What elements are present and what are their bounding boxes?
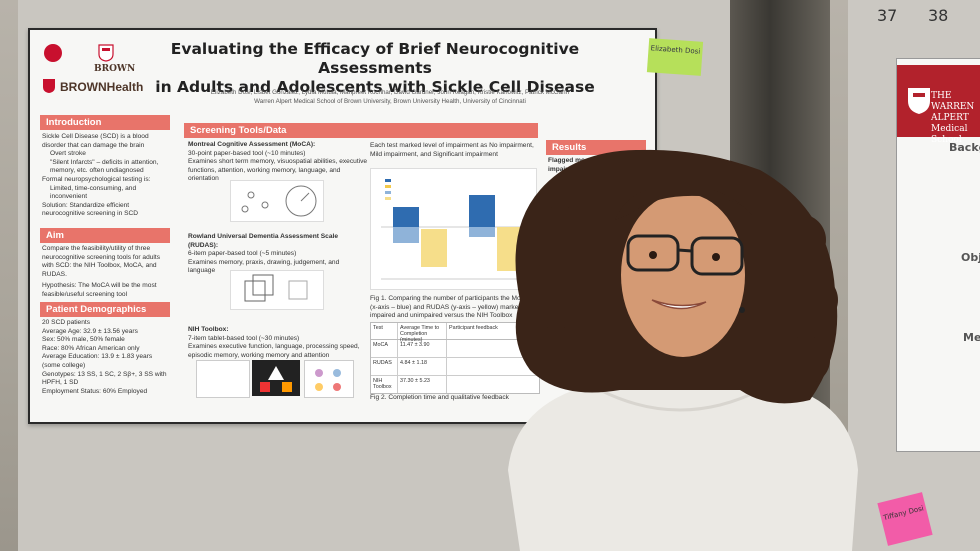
neighbor-poster-title: THE WARREN ALPERT Medical School [931, 91, 975, 145]
poster-title-line: in Adults and Adolescents with Sickle Ce… [155, 78, 595, 96]
affiliations-line: Warren Alpert Medical School of Brown Un… [254, 98, 526, 105]
results-chart [370, 168, 537, 290]
moca-figure [230, 180, 324, 222]
rudas-text: Rowland Universal Dementia Assessment Sc… [188, 233, 368, 276]
glasses [626, 234, 744, 276]
neighbor-heading: Backg [949, 141, 980, 154]
chart-bar [393, 227, 419, 243]
table-cell: NIH Toolbox [371, 376, 398, 393]
board-number: 37 [877, 6, 898, 25]
demo-line: Average Age: 32.9 ± 13.56 years [42, 327, 138, 335]
authors-line: Elizabeth Dosi, Lisbet Gonzalez, Lydia M… [210, 89, 570, 96]
rudas-line: Rowland Universal Dementia Assessment Sc… [188, 233, 339, 249]
neighbor-poster: THE WARREN ALPERT Medical School Backg O… [896, 58, 980, 452]
demo-line: Sex: 50% male, 50% female [42, 336, 125, 344]
demographics-text: 20 SCD patients Average Age: 32.9 ± 13.5… [42, 319, 170, 396]
intro-line: Solution: Standardize efficient neurocog… [42, 201, 139, 218]
table-cell: MoCA [371, 340, 398, 357]
neighbor-heading: Me [963, 331, 980, 344]
moca-text: Montreal Cognitive Assessment (MoCA): 30… [188, 141, 368, 184]
poster-title-line: Evaluating the Efficacy of Brief Neuroco… [170, 40, 580, 77]
brownhealth-logo: BROWNHealth [60, 80, 144, 94]
intro-line: Formal neuropsychological testing is: [42, 175, 151, 183]
nih-screenshot [252, 360, 300, 396]
chart-note: Each test marked level of impairment as … [370, 142, 534, 158]
face [621, 193, 745, 357]
table-cell: 11.47 ± 3.90 [398, 340, 447, 357]
smile [651, 299, 707, 310]
nih-line: NIH Toolbox: [188, 326, 229, 333]
chart-bar [469, 195, 495, 227]
demo-line: Race: 80% African American only [42, 344, 140, 352]
nih-line: 7-item tablet-based tool (~30 minutes) [188, 334, 300, 342]
table-cell: RUDAS [371, 358, 398, 375]
results-chart-svg [381, 179, 526, 280]
rudas-figure [230, 270, 324, 310]
intro-line: Sickle Cell Disease (SCD) is a blood dis… [42, 133, 149, 149]
section-header-demographics: Patient Demographics [40, 302, 170, 317]
nih-screenshot [196, 360, 250, 398]
demo-line: Average Education: 13.9 ± 1.83 years (so… [42, 353, 153, 369]
rudas-line: Examines memory, praxis, drawing, judgem… [188, 258, 340, 275]
demo-line: Employment Status: 60% Employed [42, 387, 148, 395]
fig1-caption: Fig 1. Comparing the number of participa… [370, 295, 531, 320]
table-header: Test [371, 323, 398, 339]
rudas-line: 6-item paper-based tool (~5 minutes) [188, 250, 297, 258]
fig2-caption: Fig 2. Completion time and qualitative f… [370, 394, 509, 401]
intro-bullet: "Silent Infarcts" – deficits in attentio… [50, 158, 159, 175]
chart-bar [421, 229, 447, 267]
brownhealth-shield-icon [42, 78, 56, 99]
board-number: 38 [928, 6, 949, 25]
table-row: RUDAS 4.84 ± 1.18 [371, 358, 539, 376]
intro-bullet: Overt stroke [50, 150, 86, 158]
brown-logo-text: BROWN [94, 64, 136, 74]
section-header-tools: Screening Tools/Data [184, 123, 538, 138]
shirt [508, 372, 858, 551]
intro-text: Sickle Cell Disease (SCD) is a blood dis… [42, 133, 170, 219]
chart-bar [469, 227, 495, 237]
table-row: MoCA 11.47 ± 3.90 [371, 340, 539, 358]
table-header: Participant feedback [449, 325, 498, 331]
brown-shield-logo [98, 44, 114, 67]
poster-authors: Elizabeth Dosi, Lisbet Gonzalez, Lydia M… [170, 88, 610, 106]
section-header-aim: Aim [40, 228, 170, 243]
logo-circle [44, 44, 62, 62]
table-header: Average Time to Completion (minutes) [398, 323, 447, 343]
table-row: NIH Toolbox 37.30 ± 5.23 [371, 376, 539, 393]
chart-bar [393, 207, 419, 227]
moca-line: Examines short term memory, visuospatial… [188, 158, 368, 183]
aim-line: Compare the feasibility/utility of three… [42, 245, 161, 278]
nih-text: NIH Toolbox: 7-item tablet-based tool (~… [188, 326, 368, 360]
aim-line: Hypothesis: The MoCA will be the most fe… [42, 282, 157, 298]
neighbor-poster-header: THE WARREN ALPERT Medical School [897, 65, 980, 145]
table-cell: 37.30 ± 5.23 [398, 376, 447, 393]
nih-screenshot [304, 360, 354, 398]
table-cell: 4.84 ± 1.18 [398, 358, 447, 375]
moca-line: 30-point paper-based tool (~10 minutes) [188, 149, 306, 157]
demo-line: Genotypes: 13 SS, 1 SC, 2 Sβ+, 3 SS with… [42, 370, 167, 387]
neighbor-heading: Obj [961, 251, 980, 264]
intro-bullet: Limited, time-consuming, and inconvenien… [50, 184, 137, 201]
poster-title: Evaluating the Efficacy of Brief Neuroco… [140, 40, 610, 97]
demo-line: 20 SCD patients [42, 319, 91, 326]
aim-text: Compare the feasibility/utility of three… [42, 245, 170, 300]
nih-line: Examines executive function, language, p… [188, 343, 360, 359]
section-header-introduction: Introduction [40, 115, 170, 130]
moca-line: Montreal Cognitive Assessment (MoCA): [188, 141, 316, 148]
